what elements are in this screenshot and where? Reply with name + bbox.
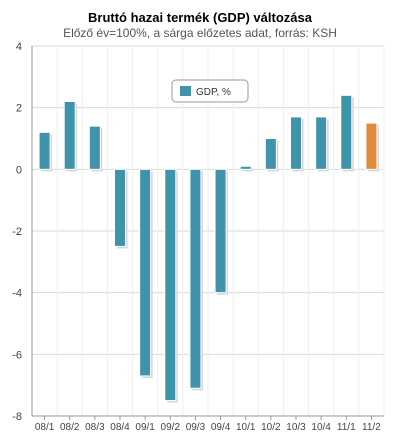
bar-09/3 — [189, 168, 202, 389]
x-tick-label: 09/3 — [186, 422, 206, 433]
bar-10/3 — [290, 116, 302, 170]
x-tick-label: 11/2 — [362, 422, 381, 433]
bar-09/1 — [139, 168, 152, 377]
bar-10/1 — [239, 165, 252, 170]
bar-08/2 — [63, 101, 76, 170]
bar-08/4 — [114, 168, 126, 247]
x-tick-label: 10/3 — [286, 422, 306, 433]
bar-09/4 — [214, 168, 227, 294]
y-tick-label: 0 — [16, 164, 22, 176]
bar-10/4 — [315, 116, 328, 170]
bar-09/2 — [164, 168, 177, 402]
y-tick-label: -6 — [12, 349, 22, 361]
x-tick-label: 10/2 — [261, 422, 281, 433]
x-tick-label: 08/2 — [60, 422, 80, 433]
bar-11/1 — [340, 94, 353, 170]
x-tick-label: 09/4 — [211, 422, 231, 433]
bar-08/1 — [38, 131, 51, 170]
x-tick-label: 10/1 — [236, 422, 256, 433]
x-tick-label: 09/2 — [161, 422, 181, 433]
chart-title: Bruttó hazai termék (GDP) változása — [88, 10, 312, 25]
y-tick-label: -8 — [12, 411, 22, 423]
legend-box — [171, 79, 249, 103]
y-tick-label: 2 — [16, 103, 22, 115]
x-tick-label: 08/4 — [110, 422, 130, 433]
x-tick-label: 09/1 — [135, 422, 155, 433]
y-tick-label: -4 — [12, 288, 22, 300]
chart-subtitle: Előző év=100%, a sárga előzetes adat, fo… — [63, 26, 337, 40]
x-tick-label: 08/1 — [35, 422, 55, 433]
x-tick-label: 08/3 — [85, 422, 105, 433]
x-tick-label: 10/4 — [311, 422, 331, 433]
legend-swatch — [180, 86, 191, 96]
bar-11/2 — [365, 122, 378, 170]
bar-10/2 — [264, 138, 277, 170]
legend-label: GDP, % — [196, 87, 231, 98]
y-tick-label: 4 — [16, 41, 22, 53]
x-tick-label: 11/1 — [337, 422, 356, 433]
bar-08/3 — [88, 125, 101, 170]
y-tick-label: -2 — [12, 226, 22, 238]
